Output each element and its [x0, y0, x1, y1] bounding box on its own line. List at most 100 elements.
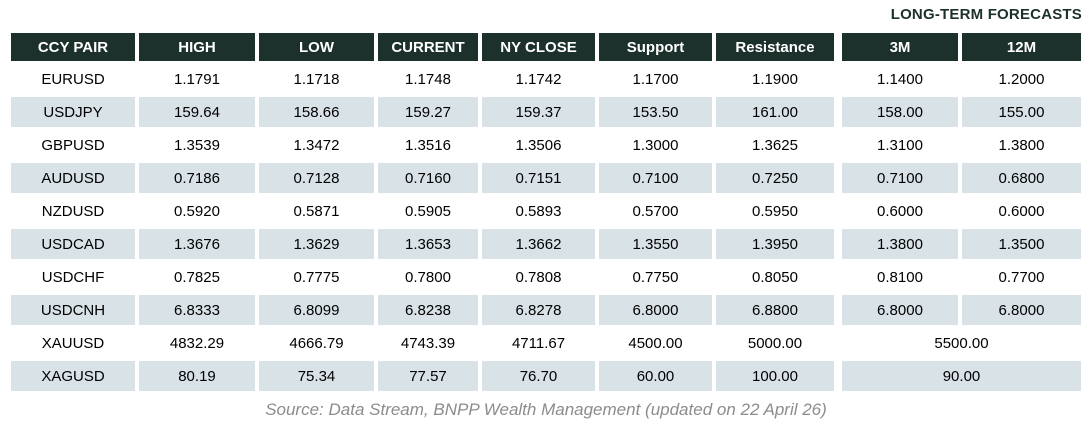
- column-header-current: CURRENT: [378, 33, 478, 61]
- value-cell: 0.7775: [259, 262, 374, 292]
- source-note: Source: Data Stream, BNPP Wealth Managem…: [265, 400, 827, 419]
- value-cell: 1.1742: [482, 64, 595, 94]
- value-cell: 0.5700: [599, 196, 712, 226]
- value-cell: 6.8333: [139, 295, 255, 325]
- value-cell: 158.66: [259, 97, 374, 127]
- value-cell: 6.8238: [378, 295, 478, 325]
- value-cell: 1.3800: [838, 229, 958, 259]
- table-row: USDCHF 0.7825 0.7775 0.7800 0.7808 0.7750 0.80…: [11, 262, 1081, 292]
- value-cell: 1.3506: [482, 130, 595, 160]
- ccy-pair-cell: USDCNH: [11, 295, 135, 325]
- value-cell: 0.7128: [259, 163, 374, 193]
- value-cell: 158.00: [838, 97, 958, 127]
- value-cell: 153.50: [599, 97, 712, 127]
- value-cell: 6.8278: [482, 295, 595, 325]
- table-row: XAGUSD 80.19 75.34 77.57 76.70 60.00 100.00 90.…: [11, 361, 1081, 391]
- value-cell: 1.3662: [482, 229, 595, 259]
- value-cell: 60.00: [599, 361, 712, 391]
- value-cell: 0.6000: [962, 196, 1081, 226]
- value-cell: 77.57: [378, 361, 478, 391]
- title-bar: LONG-TERM FORECASTS: [0, 0, 1092, 30]
- value-cell: 1.3000: [599, 130, 712, 160]
- value-cell: 1.1791: [139, 64, 255, 94]
- value-cell: 0.7186: [139, 163, 255, 193]
- value-cell: 0.5950: [716, 196, 834, 226]
- value-cell: 90.00: [838, 361, 1081, 391]
- ccy-pair-cell: NZDUSD: [11, 196, 135, 226]
- value-cell: 1.1900: [716, 64, 834, 94]
- value-cell: 100.00: [716, 361, 834, 391]
- ccy-pair-cell: AUDUSD: [11, 163, 135, 193]
- value-cell: 5000.00: [716, 328, 834, 358]
- table-row: NZDUSD 0.5920 0.5871 0.5905 0.5893 0.5700 0.59…: [11, 196, 1081, 226]
- value-cell: 4500.00: [599, 328, 712, 358]
- value-cell: 1.1400: [838, 64, 958, 94]
- value-cell: 1.1748: [378, 64, 478, 94]
- value-cell: 0.5920: [139, 196, 255, 226]
- value-cell: 0.7160: [378, 163, 478, 193]
- long-term-forecasts-title: LONG-TERM FORECASTS: [890, 6, 1082, 23]
- value-cell: 1.3800: [962, 130, 1081, 160]
- value-cell: 0.5893: [482, 196, 595, 226]
- table-row: GBPUSD 1.3539 1.3472 1.3516 1.3506 1.3000 1.36…: [11, 130, 1081, 160]
- value-cell: 1.3550: [599, 229, 712, 259]
- column-header-low: LOW: [259, 33, 374, 61]
- ccy-pair-cell: XAUUSD: [11, 328, 135, 358]
- value-cell: 4743.39: [378, 328, 478, 358]
- value-cell: 76.70: [482, 361, 595, 391]
- column-header-12m: 12M: [962, 33, 1081, 61]
- value-cell: 6.8000: [838, 295, 958, 325]
- value-cell: 159.37: [482, 97, 595, 127]
- column-header-resistance: Resistance: [716, 33, 834, 61]
- column-header-3m: 3M: [838, 33, 958, 61]
- value-cell: 4711.67: [482, 328, 595, 358]
- value-cell: 1.1718: [259, 64, 374, 94]
- value-cell: 1.3539: [139, 130, 255, 160]
- value-cell: 155.00: [962, 97, 1081, 127]
- ccy-pair-cell: XAGUSD: [11, 361, 135, 391]
- value-cell: 1.3625: [716, 130, 834, 160]
- forecast-table-body: EURUSD 1.1791 1.1718 1.1748 1.1742 1.1700 1.19…: [11, 64, 1081, 391]
- column-header-high: HIGH: [139, 33, 255, 61]
- value-cell: 0.7750: [599, 262, 712, 292]
- table-row: USDJPY 159.64 158.66 159.27 159.37 153.50 161.…: [11, 97, 1081, 127]
- value-cell: 0.7100: [838, 163, 958, 193]
- ccy-pair-cell: GBPUSD: [11, 130, 135, 160]
- table-row: USDCAD 1.3676 1.3629 1.3653 1.3662 1.3550 1.39…: [11, 229, 1081, 259]
- value-cell: 0.7825: [139, 262, 255, 292]
- column-header-support: Support: [599, 33, 712, 61]
- ccy-pair-cell: EURUSD: [11, 64, 135, 94]
- value-cell: 0.7250: [716, 163, 834, 193]
- value-cell: 1.3653: [378, 229, 478, 259]
- value-cell: 1.3516: [378, 130, 478, 160]
- value-cell: 1.3629: [259, 229, 374, 259]
- value-cell: 0.8050: [716, 262, 834, 292]
- table-row: USDCNH 6.8333 6.8099 6.8238 6.8278 6.8000 6.88…: [11, 295, 1081, 325]
- value-cell: 0.7800: [378, 262, 478, 292]
- value-cell: 0.6800: [962, 163, 1081, 193]
- value-cell: 159.64: [139, 97, 255, 127]
- value-cell: 0.6000: [838, 196, 958, 226]
- value-cell: 1.3100: [838, 130, 958, 160]
- value-cell: 1.3500: [962, 229, 1081, 259]
- value-cell: 1.3472: [259, 130, 374, 160]
- value-cell: 6.8800: [716, 295, 834, 325]
- table-row: AUDUSD 0.7186 0.7128 0.7160 0.7151 0.7100 0.72…: [11, 163, 1081, 193]
- column-header-ny-close: NY CLOSE: [482, 33, 595, 61]
- value-cell: 0.5871: [259, 196, 374, 226]
- value-cell: 159.27: [378, 97, 478, 127]
- ccy-pair-cell: USDCAD: [11, 229, 135, 259]
- ccy-pair-cell: USDCHF: [11, 262, 135, 292]
- value-cell: 6.8000: [599, 295, 712, 325]
- value-cell: 75.34: [259, 361, 374, 391]
- table-row: XAUUSD 4832.29 4666.79 4743.39 4711.67 4500.0…: [11, 328, 1081, 358]
- table-row: EURUSD 1.1791 1.1718 1.1748 1.1742 1.1700 1.19…: [11, 64, 1081, 94]
- column-header-ccy-pair: CCY PAIR: [11, 33, 135, 61]
- value-cell: 0.5905: [378, 196, 478, 226]
- value-cell: 0.7100: [599, 163, 712, 193]
- value-cell: 1.1700: [599, 64, 712, 94]
- value-cell: 1.3950: [716, 229, 834, 259]
- value-cell: 0.7808: [482, 262, 595, 292]
- value-cell: 4666.79: [259, 328, 374, 358]
